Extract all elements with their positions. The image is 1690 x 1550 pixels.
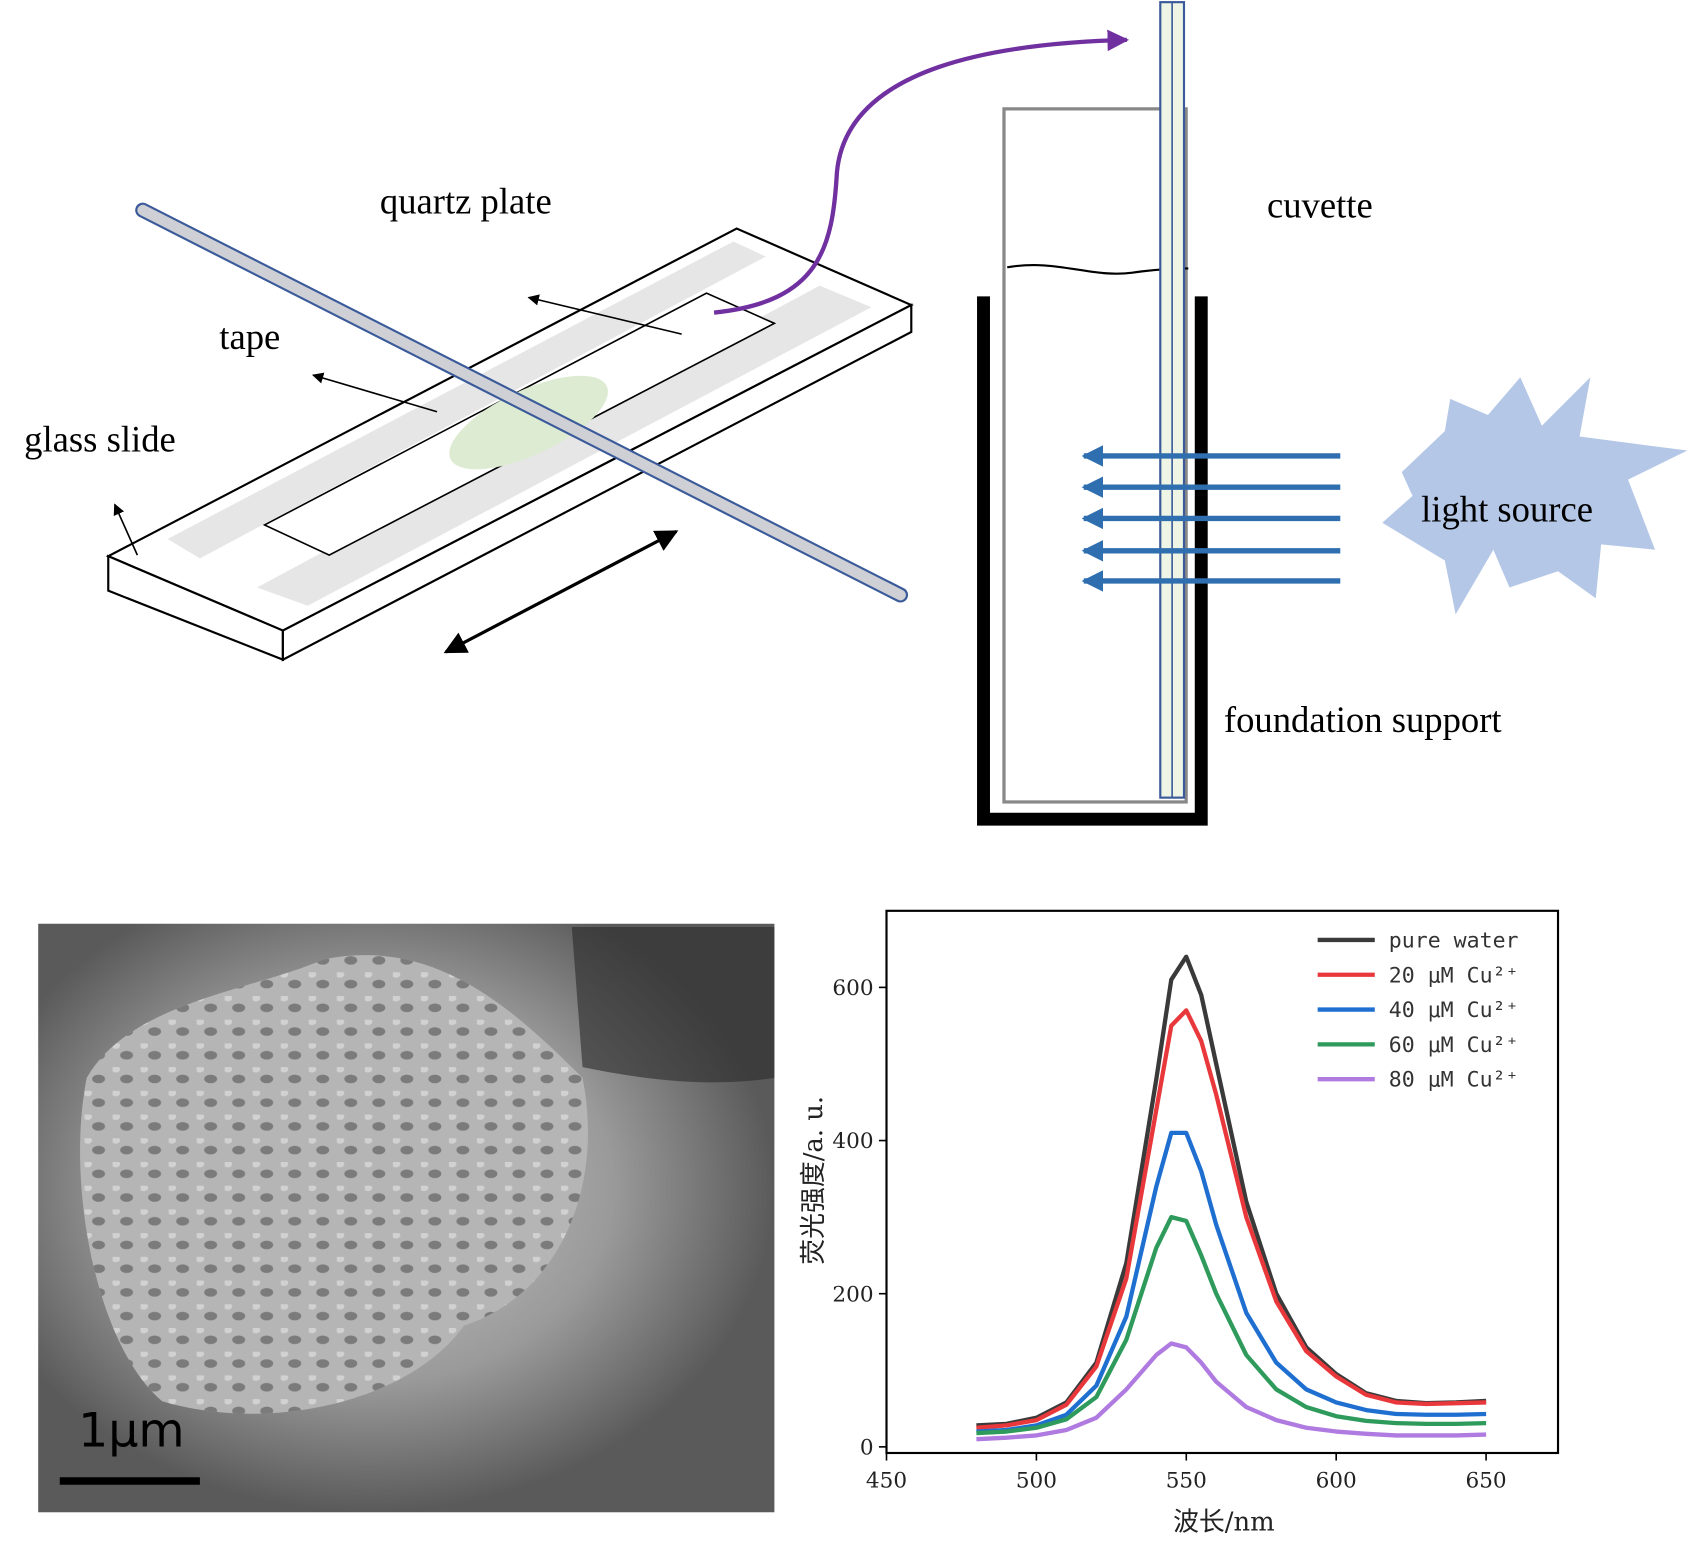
legend-label: 80 μM Cu²⁺ bbox=[1389, 1068, 1519, 1093]
series-line bbox=[976, 1130, 1487, 1434]
series-line bbox=[976, 1214, 1487, 1436]
motion-arrow bbox=[443, 529, 679, 654]
sem-texture bbox=[80, 955, 588, 1414]
x-axis-label: 波长/nm bbox=[1173, 1508, 1275, 1538]
series-line bbox=[976, 1008, 1487, 1430]
cuvette-drawing bbox=[977, 1, 1688, 826]
sem-image: 1μm bbox=[38, 923, 775, 1513]
series-line bbox=[976, 954, 1487, 1428]
tape-strip bbox=[257, 285, 872, 606]
y-tick-label: 200 bbox=[832, 1282, 873, 1307]
pointer-arrow bbox=[311, 372, 438, 413]
light-burst bbox=[1382, 377, 1688, 615]
label: quartz plate bbox=[380, 180, 552, 221]
sample-film bbox=[449, 375, 608, 470]
quartz-rod bbox=[137, 204, 906, 601]
series-line bbox=[976, 1341, 1487, 1442]
light-rays bbox=[1081, 445, 1341, 592]
label: glass slide bbox=[24, 419, 176, 460]
tape-strip bbox=[167, 241, 766, 559]
transfer-arrow bbox=[713, 29, 1130, 315]
y-tick-label: 0 bbox=[860, 1435, 874, 1460]
label: cuvette bbox=[1267, 185, 1373, 226]
label: tape bbox=[219, 316, 280, 357]
legend-label: 60 μM Cu²⁺ bbox=[1389, 1033, 1519, 1058]
legend-label: pure water bbox=[1389, 928, 1519, 953]
pointer-arrow bbox=[113, 503, 139, 556]
y-tick-label: 400 bbox=[832, 1129, 873, 1154]
y-axis-label: 荧光强度/a. u. bbox=[799, 1096, 829, 1265]
glass-slide-drawing bbox=[105, 29, 1130, 662]
scale-bar-label: 1μm bbox=[78, 1404, 185, 1459]
pointer-arrow bbox=[527, 294, 682, 335]
label: light source bbox=[1421, 489, 1593, 530]
support bbox=[977, 296, 1208, 826]
label: foundation support bbox=[1224, 699, 1502, 740]
legend-label: 40 μM Cu²⁺ bbox=[1389, 998, 1519, 1023]
plot-frame bbox=[885, 909, 1560, 1455]
slide-side bbox=[281, 303, 913, 662]
x-tick-label: 550 bbox=[1166, 1468, 1207, 1493]
x-tick-label: 450 bbox=[866, 1468, 907, 1493]
sem-shadow bbox=[571, 926, 775, 1083]
legend-label: 20 μM Cu²⁺ bbox=[1389, 963, 1519, 988]
x-tick-label: 650 bbox=[1466, 1468, 1507, 1493]
x-tick-label: 500 bbox=[1016, 1468, 1057, 1493]
y-tick-label: 600 bbox=[832, 976, 873, 1001]
x-tick-label: 600 bbox=[1316, 1468, 1357, 1493]
